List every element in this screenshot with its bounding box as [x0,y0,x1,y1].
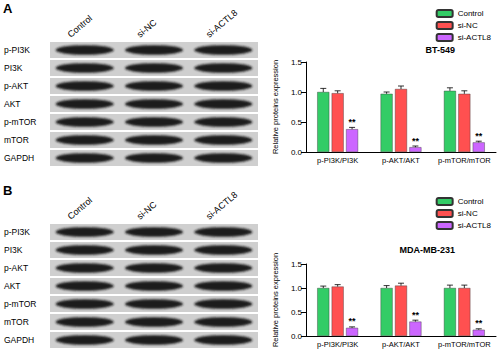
svg-text:si-ACTL8: si-ACTL8 [204,190,239,222]
svg-text:GAPDH: GAPDH [4,335,34,345]
svg-text:**: ** [349,117,357,127]
svg-text:p-AKT: p-AKT [4,263,28,273]
svg-text:p-PI3K/PI3K: p-PI3K/PI3K [317,156,358,165]
svg-text:si-NC: si-NC [135,17,159,39]
svg-text:Control: Control [66,13,95,39]
svg-text:p-mTOR/mTOR: p-mTOR/mTOR [438,156,491,165]
svg-text:p-mTOR/mTOR: p-mTOR/mTOR [438,340,491,349]
svg-text:mTOR: mTOR [4,317,29,327]
svg-text:B: B [3,183,12,198]
svg-text:Relative proteins expression: Relative proteins expression [271,253,280,347]
svg-text:Control: Control [458,9,484,18]
svg-text:si-NC: si-NC [135,199,159,221]
svg-text:AKT: AKT [4,99,21,109]
svg-text:Relative proteins expression: Relative proteins expression [271,60,280,154]
svg-text:A: A [3,1,13,16]
svg-text:**: ** [349,316,357,326]
svg-text:p-PI3K/PI3K: p-PI3K/PI3K [317,340,358,349]
svg-text:GAPDH: GAPDH [4,153,34,163]
svg-text:PI3K: PI3K [4,245,23,255]
svg-text:si-NC: si-NC [458,209,478,218]
svg-text:**: ** [412,310,420,320]
svg-text:si-ACTL8: si-ACTL8 [458,33,492,42]
svg-text:mTOR: mTOR [4,135,29,145]
svg-text:**: ** [412,136,420,146]
svg-text:0.0: 0.0 [291,148,303,157]
svg-text:p-AKT: p-AKT [4,81,28,91]
svg-text:si-ACTL8: si-ACTL8 [458,221,492,230]
svg-text:**: ** [475,318,483,328]
svg-text:PI3K: PI3K [4,63,23,73]
svg-text:1.0: 1.0 [291,88,303,97]
svg-text:0.5: 0.5 [291,118,303,127]
svg-text:**: ** [475,131,483,141]
svg-text:1.5: 1.5 [291,260,303,269]
svg-text:BT-549: BT-549 [425,45,455,55]
svg-text:p-PI3K: p-PI3K [4,45,30,55]
svg-text:p-AKT/AKT: p-AKT/AKT [382,156,420,165]
svg-text:1.0: 1.0 [291,284,303,293]
svg-text:si-ACTL8: si-ACTL8 [204,8,239,40]
svg-text:Control: Control [66,195,95,221]
svg-text:0.5: 0.5 [291,308,303,317]
svg-text:MDA-MB-231: MDA-MB-231 [399,245,455,255]
svg-text:0.0: 0.0 [291,332,303,341]
svg-text:p-mTOR: p-mTOR [4,299,36,309]
svg-text:1.5: 1.5 [291,58,303,67]
svg-text:p-mTOR: p-mTOR [4,117,36,127]
svg-text:AKT: AKT [4,281,21,291]
svg-text:p-AKT/AKT: p-AKT/AKT [382,340,420,349]
svg-text:p-PI3K: p-PI3K [4,227,30,237]
svg-text:si-NC: si-NC [458,21,478,30]
svg-text:Control: Control [458,197,484,206]
